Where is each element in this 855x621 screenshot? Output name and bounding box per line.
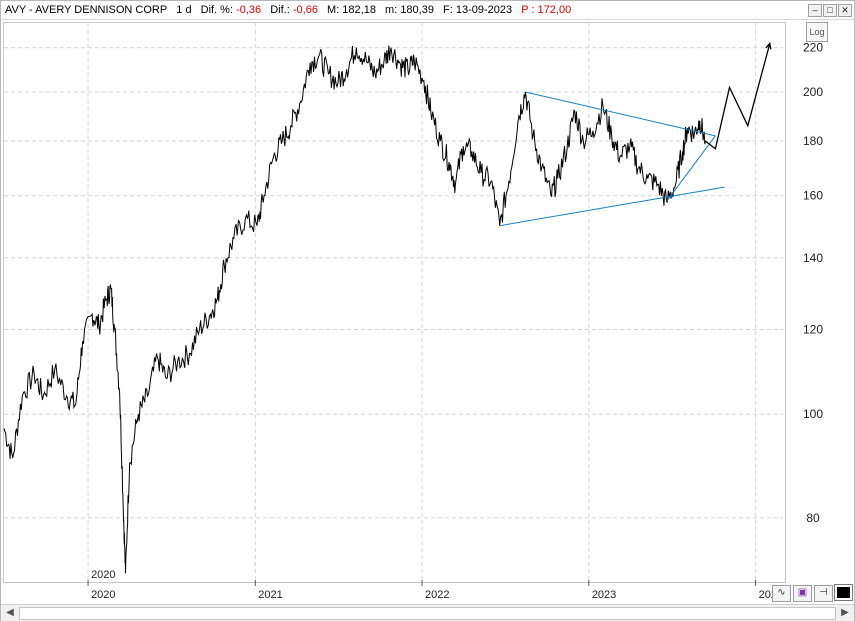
x-tick-label: 2023 — [592, 589, 616, 601]
dif-value: -0,66 — [292, 4, 318, 16]
x-tick-label: 2020 — [91, 589, 115, 601]
scroll-thumb[interactable] — [19, 607, 836, 620]
price-series-line — [3, 45, 706, 574]
save-icon[interactable]: ▣ — [793, 585, 812, 602]
chart-toolbar: ∿ ▣ ⊣ — [772, 584, 853, 602]
period-label: 1 d — [176, 4, 192, 16]
max-value: 182,18 — [342, 4, 376, 16]
min-label: m: — [385, 4, 398, 16]
date-label: F: — [443, 4, 453, 16]
scroll-right-icon[interactable]: ▶ — [841, 607, 849, 618]
dif-label: Dif.: — [270, 4, 290, 16]
price-chart[interactable]: 80 100 120 140 160 180 200 220 2020 2021 2022 2023 2… — [1, 1, 854, 601]
trendline — [499, 186, 725, 227]
close-button[interactable]: ✕ — [838, 4, 852, 17]
trend-tool-icon[interactable]: ∿ — [772, 585, 791, 602]
y-tick-label: 80 — [806, 511, 820, 525]
y-tick-label: 100 — [803, 407, 823, 421]
info-bar: AVY - AVERY DENNISON CORP 1 d Dif. %: -0… — [1, 1, 854, 20]
price-value: 172,00 — [537, 4, 572, 16]
min-value: 180,39 — [400, 4, 434, 16]
x-tick-label: 2022 — [425, 589, 449, 601]
dif-pct-value: -0,36 — [236, 4, 262, 16]
trendline — [666, 135, 716, 202]
x-tick-label: 2021 — [258, 589, 282, 601]
minimize-button[interactable]: – — [808, 4, 822, 17]
y-tick-label: 160 — [803, 189, 823, 203]
log-scale-button[interactable]: Log — [806, 22, 828, 42]
pin-icon[interactable]: ⊣ — [814, 585, 833, 602]
restore-button[interactable]: □ — [823, 4, 837, 17]
y-tick-label: 200 — [803, 85, 823, 99]
y-tick-label: 180 — [803, 134, 823, 148]
horizontal-scrollbar[interactable]: ◀ ▶ — [1, 604, 854, 621]
scroll-left-icon[interactable]: ◀ — [6, 607, 14, 618]
y-tick-label: 220 — [803, 41, 823, 55]
date-value: 13-09-2023 — [455, 4, 513, 16]
projection-arrowhead — [765, 42, 772, 50]
y-tick-label: 140 — [803, 251, 823, 265]
plot-area[interactable] — [3, 22, 786, 583]
color-swatch-button[interactable] — [834, 584, 853, 601]
year-marker-label: 2020 — [91, 569, 115, 581]
price-label: P : — [521, 4, 535, 16]
dif-pct-label: Dif. %: — [200, 4, 234, 16]
y-tick-label: 120 — [803, 322, 823, 336]
trendline — [525, 91, 716, 137]
window-controls: – □ ✕ — [808, 4, 852, 17]
instrument-title: AVY - AVERY DENNISON CORP — [5, 4, 168, 16]
max-label: M: — [327, 4, 340, 16]
projection-path — [704, 43, 771, 150]
